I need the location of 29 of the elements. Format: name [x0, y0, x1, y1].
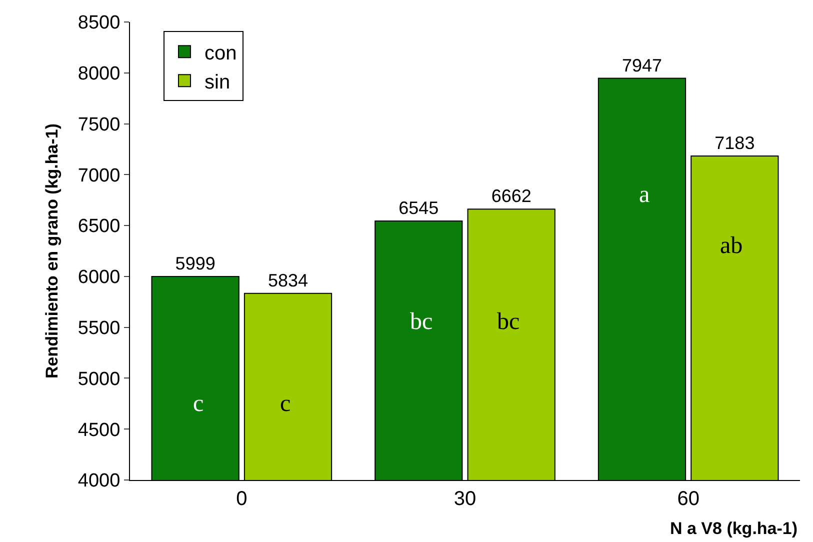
y-tick-label: 5000 [78, 368, 120, 390]
x-tick-label: 30 [454, 488, 476, 510]
y-tick-label: 6000 [78, 267, 120, 288]
annotation: c [193, 391, 204, 417]
y-tick-label: 4500 [78, 420, 120, 441]
data-label: 5834 [268, 270, 308, 290]
data-label: 6662 [491, 186, 532, 206]
annotation: bc [497, 309, 520, 335]
x-tick-label: 60 [677, 488, 700, 510]
data-label: 6545 [398, 198, 439, 218]
legend-label: sin [204, 71, 230, 94]
annotation: bc [410, 309, 433, 335]
y-tick-label: 8000 [78, 64, 120, 85]
y-tick-label: 5500 [78, 318, 120, 339]
y-tick-label: 7500 [78, 114, 120, 136]
annotation: ab [720, 233, 743, 259]
y-axis-title: Rendimiento en grano (kg.ha-1) [42, 123, 62, 379]
annotation: a [639, 182, 650, 208]
data-label: 7183 [714, 133, 755, 154]
data-label: 5999 [175, 254, 216, 274]
y-tick-label: 4000 [78, 470, 120, 492]
y-tick-label: 6500 [78, 216, 120, 238]
x-tick-label: 0 [236, 488, 248, 510]
y-tick-label: 7000 [78, 165, 120, 186]
x-axis-title: N a V8 (kg.ha-1) [670, 519, 798, 538]
legend-label: con [204, 42, 237, 64]
y-tick-label: 8500 [78, 12, 120, 34]
annotation: c [280, 391, 291, 417]
data-label: 7947 [622, 55, 662, 76]
